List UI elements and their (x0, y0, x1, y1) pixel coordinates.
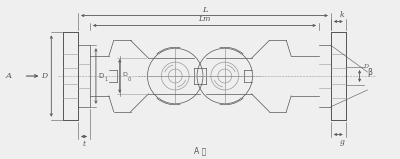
Text: 1: 1 (104, 77, 107, 83)
Text: A: A (6, 72, 12, 80)
Text: A 向: A 向 (194, 146, 206, 155)
Text: k: k (340, 10, 344, 19)
Text: D: D (98, 73, 104, 79)
Text: g: g (340, 138, 345, 146)
Text: t: t (82, 140, 86, 149)
Text: D: D (41, 72, 48, 80)
Text: β: β (367, 68, 372, 77)
Text: 0: 0 (128, 76, 131, 82)
Text: L: L (202, 6, 207, 14)
Text: D: D (363, 64, 368, 69)
Text: Lm: Lm (198, 14, 211, 23)
Text: D: D (122, 72, 127, 76)
